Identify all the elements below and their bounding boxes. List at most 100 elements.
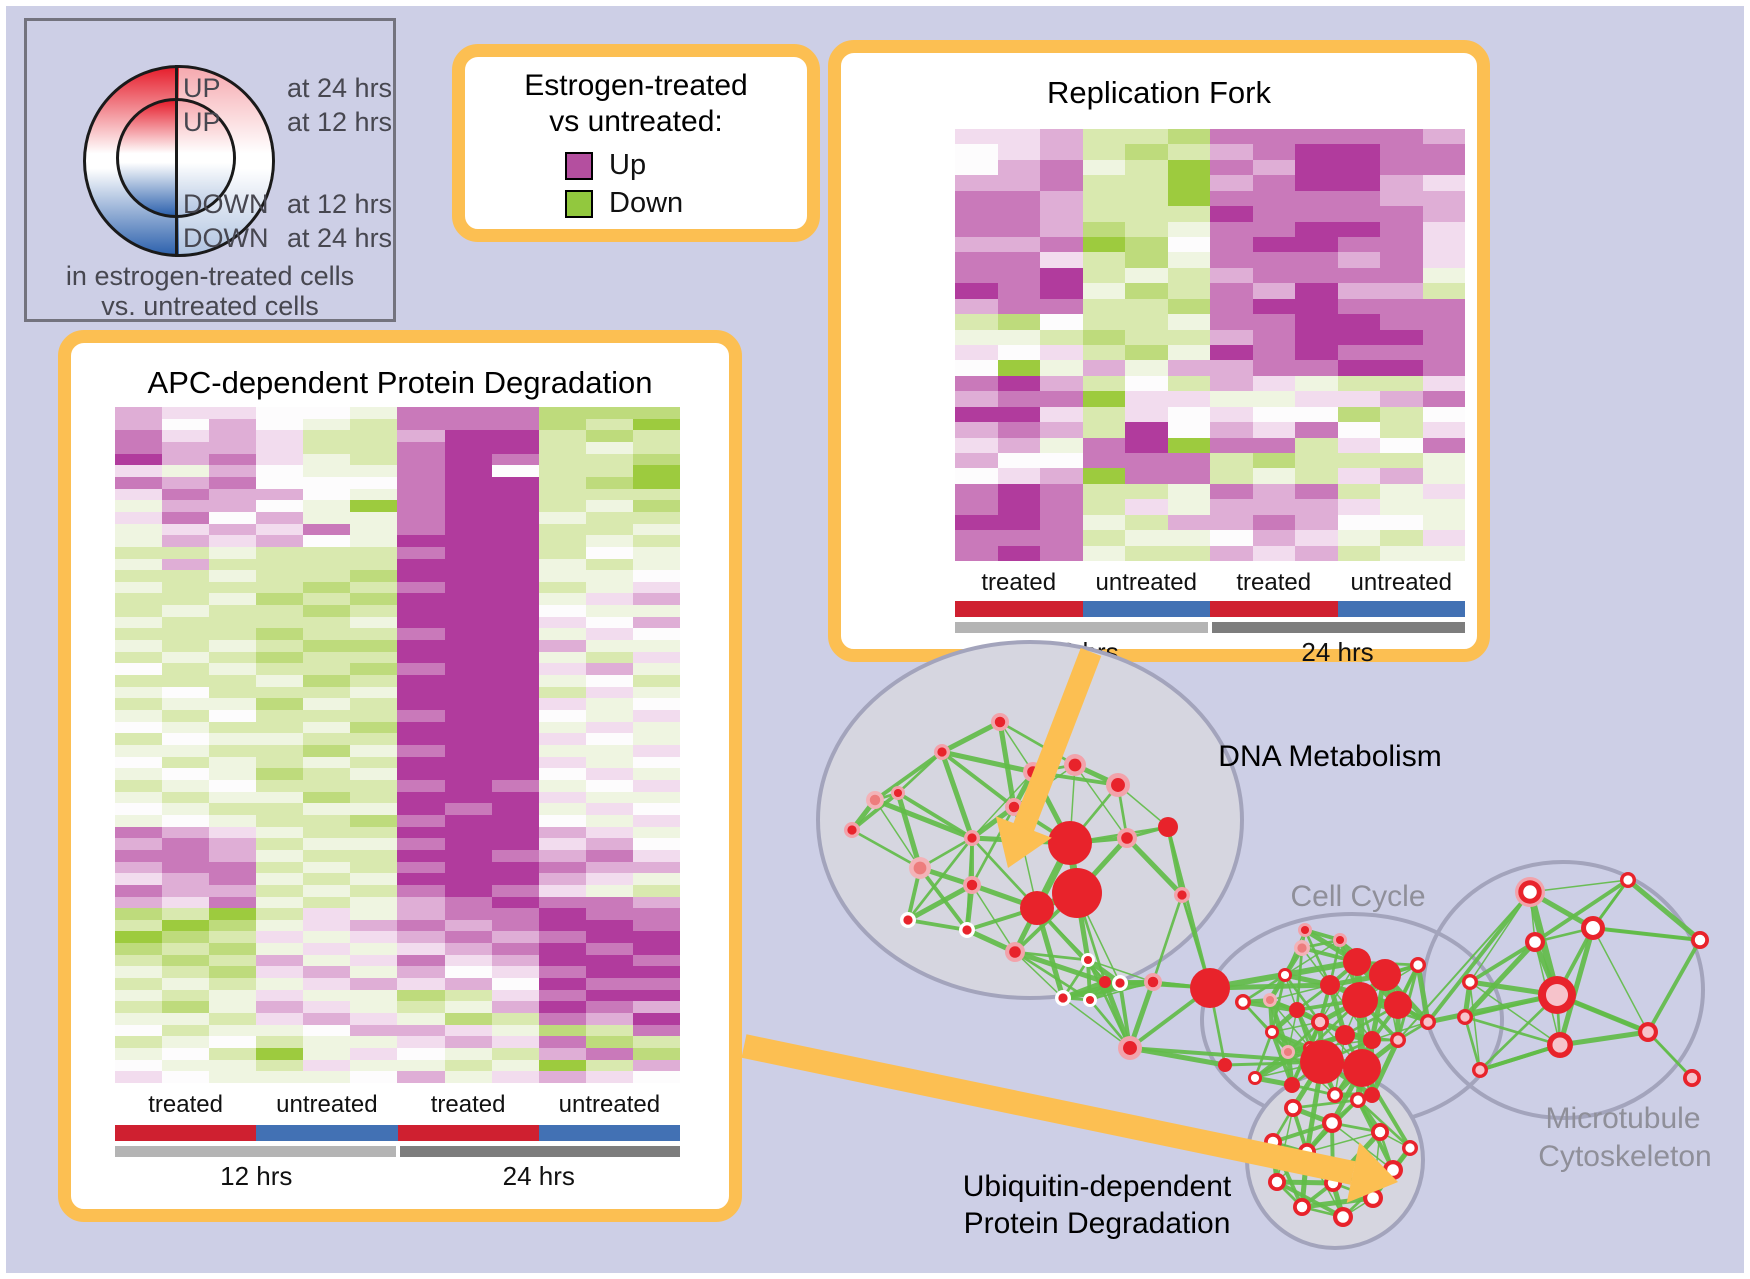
heatmap-cell	[162, 744, 210, 757]
heatmap-cell	[491, 931, 539, 944]
heatmap-cell	[538, 1048, 586, 1060]
network-node	[1384, 991, 1412, 1019]
heatmap-cell	[303, 733, 351, 745]
heatmap-cell	[1125, 422, 1168, 438]
heatmap-cell	[1082, 545, 1125, 561]
updown-legend-panel: Estrogen-treated vs untreated: Up Down	[452, 44, 820, 242]
heatmap-cell	[350, 861, 398, 874]
heatmap-cell	[209, 919, 257, 932]
heatmap-cell	[632, 407, 680, 419]
heatmap-cell	[585, 581, 633, 594]
heatmap-cell	[303, 908, 351, 920]
network-node	[937, 747, 947, 757]
heatmap-cell	[397, 826, 445, 839]
heatmap-cell	[444, 814, 492, 827]
heatmap-cell	[538, 651, 586, 664]
heatmap-cell	[209, 744, 257, 757]
heatmap-cell	[1295, 453, 1338, 469]
heatmap-cell	[256, 710, 304, 722]
heatmap-cell	[1422, 252, 1465, 268]
heatmap-cell	[350, 1059, 398, 1072]
network-node	[1369, 959, 1401, 991]
network-node	[1085, 995, 1095, 1005]
heatmap-cell	[350, 581, 398, 594]
heatmap-cell	[1422, 453, 1465, 469]
heatmap-cell	[209, 686, 257, 699]
heatmap-cell	[444, 1048, 492, 1060]
heatmap-cell	[444, 546, 492, 559]
heatmap-cell	[955, 190, 998, 207]
heatmap-cell	[162, 441, 210, 454]
heatmap-cell	[397, 931, 445, 944]
heatmap-cell	[997, 283, 1040, 299]
heatmap-cell	[585, 756, 633, 769]
heatmap-cell	[1040, 206, 1083, 222]
heatmap-cell	[1167, 314, 1210, 330]
heatmap-cell	[997, 375, 1040, 392]
heatmap-cell	[538, 826, 586, 839]
heatmap-cell	[115, 733, 163, 745]
heatmap-cell	[1082, 514, 1125, 531]
heatmap-cell	[491, 500, 539, 512]
heatmap-cell	[538, 896, 586, 909]
at-12hrs-bottom-label: at 12 hrs	[287, 189, 393, 219]
heatmap-cell	[350, 791, 398, 804]
heatmap-cell	[1167, 283, 1210, 299]
heatmap-cell	[115, 663, 163, 676]
heatmap-cell	[1295, 221, 1338, 237]
heatmap-cell	[1082, 360, 1125, 376]
heatmap-cell	[1295, 545, 1338, 561]
heatmap-cell	[491, 686, 539, 699]
network-edge	[897, 751, 943, 794]
heatmap-cell	[115, 628, 163, 641]
heatmap-cell	[632, 1013, 680, 1025]
network-edge	[1426, 890, 1532, 1024]
heatmap-cell	[256, 943, 304, 955]
heatmap-cell	[1380, 252, 1423, 268]
heatmap-cell	[397, 1071, 445, 1083]
heatmap-cell	[1252, 267, 1295, 284]
apc-condition-bars	[115, 1125, 680, 1141]
heatmap-cell	[209, 616, 257, 629]
heatmap-cell	[1252, 283, 1295, 299]
heatmap-cell	[397, 535, 445, 547]
heatmap-cell	[538, 873, 586, 885]
network-node	[1099, 976, 1111, 988]
network-node	[1265, 995, 1275, 1005]
up-inner-label: UP	[183, 107, 221, 137]
heatmap-cell	[209, 966, 257, 979]
heatmap-cell	[444, 430, 492, 442]
heatmap-cell	[115, 500, 163, 512]
heatmap-cell	[256, 791, 304, 804]
heatmap-cell	[444, 488, 492, 501]
heatmap-cell	[1210, 483, 1253, 500]
heatmap-cell	[1167, 530, 1210, 546]
heatmap-cell	[1167, 391, 1210, 407]
heatmap-cell	[1337, 514, 1380, 531]
heatmap-cell	[350, 931, 398, 944]
heatmap-cell	[491, 919, 539, 932]
heatmap-cell	[491, 908, 539, 920]
heatmap-cell	[444, 476, 492, 489]
heatmap-cell	[585, 651, 633, 664]
heatmap-cell	[256, 430, 304, 442]
heatmap-cell	[115, 768, 163, 780]
heatmap-cell	[491, 1036, 539, 1049]
heatmap-cell	[632, 966, 680, 979]
heatmap-cell	[209, 441, 257, 454]
heatmap-cell	[1422, 237, 1465, 253]
heatmap-cell	[997, 453, 1040, 469]
heatmap-cell	[303, 581, 351, 594]
heatmap-cell	[256, 978, 304, 990]
heatmap-cell	[397, 791, 445, 804]
heatmap-cell	[538, 1001, 586, 1014]
heatmap-cell	[585, 453, 633, 466]
heatmap-cell	[632, 465, 680, 477]
heatmap-cell	[303, 488, 351, 501]
heatmap-cell	[585, 476, 633, 489]
heatmap-cell	[585, 511, 633, 524]
heatmap-cell	[162, 919, 210, 932]
heatmap-cell	[491, 1071, 539, 1083]
hour-label: 24 hrs	[1301, 637, 1374, 667]
